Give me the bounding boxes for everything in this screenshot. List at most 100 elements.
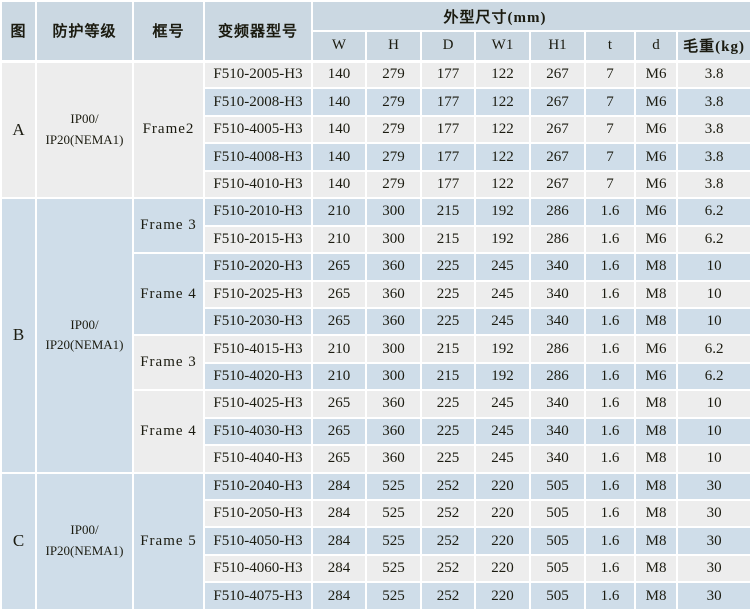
table-row: F510-4050-H3 284 525 252 220 505 1.6 M8 30 (1, 526, 750, 556)
dim-cell-t: 7 (584, 114, 636, 145)
weight-cell: 30 (676, 553, 750, 584)
dim-cell-h1: 340 (529, 306, 586, 337)
header-sub-w: W (311, 30, 367, 63)
dim-cell-w: 140 (311, 114, 367, 145)
figure-cell: A (0, 59, 37, 200)
header-sub-h: H (365, 30, 422, 63)
dim-cell-w1: 220 (474, 553, 531, 584)
dim-cell-d: 215 (420, 361, 476, 392)
table-row: F510-4075-H3 284 525 252 220 505 1.6 M8 30 (1, 581, 750, 611)
weight-cell: 3.8 (676, 87, 750, 117)
table-row: A IP00/ IP20(NEMA1) Frame2 F510-2005-H3 140 2… (0, 59, 750, 200)
dim-cell-screw-d: M8 (633, 471, 679, 502)
dim-cell-w: 265 (311, 389, 367, 419)
table-row: F510-2050-H3 284 525 252 220 505 1.6 M8 30 (1, 498, 750, 529)
model-cell: F510-2025-H3 (203, 279, 313, 309)
dim-cell-w: 284 (311, 581, 367, 611)
dim-cell-w1: 245 (474, 416, 531, 447)
model-cell: F510-4015-H3 (203, 334, 313, 364)
weight-cell: 30 (676, 581, 750, 611)
dim-cell-h1: 505 (529, 498, 586, 529)
dim-cell-h1: 505 (529, 526, 586, 556)
dim-cell-h: 279 (365, 142, 422, 172)
dim-cell-h: 360 (365, 306, 422, 337)
header-frame: 框号 (132, 0, 205, 63)
dim-cell-w1: 192 (474, 224, 531, 255)
dim-cell-screw-d: M6 (633, 114, 679, 145)
dim-cell-h1: 340 (529, 416, 586, 447)
dim-cell-screw-d: M6 (633, 142, 679, 172)
model-cell: F510-4020-H3 (203, 361, 313, 392)
dim-cell-w1: 245 (474, 252, 531, 282)
figure-cell: C (0, 471, 37, 611)
dim-cell-d: 225 (420, 252, 476, 282)
frame-cell: Frame 5 (132, 471, 205, 611)
dim-cell-t: 7 (584, 169, 636, 200)
header-sub-d: D (420, 30, 476, 63)
dim-cell-w: 265 (311, 444, 367, 474)
dim-cell-w: 284 (311, 526, 367, 556)
header-sub-w1: W1 (474, 30, 531, 63)
dim-cell-screw-d: M8 (633, 416, 679, 447)
table-row: F510-4040-H3 265 360 225 245 340 1.6 M8 10 (1, 444, 750, 474)
table-row: Frame 4 F510-2020-H3 265 360 225 245 340 1.6 M8 1… (1, 252, 750, 337)
protection-cell: IP00/ IP20(NEMA1) (35, 471, 134, 611)
table-body: A IP00/ IP20(NEMA1) Frame2 F510-2005-H3 140 2… (0, 59, 750, 611)
dim-cell-screw-d: M6 (633, 224, 679, 255)
weight-cell: 10 (676, 306, 750, 337)
dim-cell-h: 300 (365, 224, 422, 255)
dim-cell-h: 300 (365, 334, 422, 364)
dim-cell-w1: 192 (474, 334, 531, 364)
dim-cell-h1: 340 (529, 252, 586, 282)
table-row: F510-2030-H3 265 360 225 245 340 1.6 M8 10 (1, 306, 750, 337)
model-cell: F510-4008-H3 (203, 142, 313, 172)
dim-cell-d: 225 (420, 389, 476, 419)
model-cell: F510-2010-H3 (203, 197, 313, 227)
dim-cell-h: 300 (365, 197, 422, 227)
dim-cell-h1: 340 (529, 444, 586, 474)
dim-cell-w1: 220 (474, 526, 531, 556)
dim-cell-t: 7 (584, 87, 636, 117)
weight-cell: 6.2 (676, 224, 750, 255)
dim-cell-d: 215 (420, 334, 476, 364)
dim-cell-screw-d: M6 (633, 169, 679, 200)
dim-cell-h1: 340 (529, 279, 586, 309)
dim-cell-w: 140 (311, 87, 367, 117)
table-row: F510-2015-H3 210 300 215 192 286 1.6 M6 6.2 (1, 224, 750, 255)
table-row: F510-4020-H3 210 300 215 192 286 1.6 M6 6.2 (1, 361, 750, 392)
dim-cell-d: 225 (420, 416, 476, 447)
dim-cell-w1: 220 (474, 498, 531, 529)
dim-cell-h1: 505 (529, 581, 586, 611)
dim-cell-screw-d: M8 (633, 306, 679, 337)
header-sub-screw-d: d (633, 30, 679, 63)
model-cell: F510-4005-H3 (203, 114, 313, 145)
dim-cell-d: 225 (420, 444, 476, 474)
dim-cell-h: 525 (365, 581, 422, 611)
dim-cell-h: 525 (365, 526, 422, 556)
model-cell: F510-2050-H3 (203, 498, 313, 529)
dim-cell-t: 1.6 (584, 306, 636, 337)
dim-cell-d: 252 (420, 526, 476, 556)
table-row: C IP00/ IP20(NEMA1) Frame 5 F510-2040-H3 284… (0, 471, 750, 611)
weight-cell: 3.8 (676, 169, 750, 200)
dim-cell-screw-d: M8 (633, 553, 679, 584)
dim-cell-t: 1.6 (584, 361, 636, 392)
dim-cell-w: 284 (311, 553, 367, 584)
protection-cell: IP00/ IP20(NEMA1) (35, 197, 134, 474)
dim-cell-screw-d: M8 (633, 389, 679, 419)
dim-cell-h: 525 (365, 553, 422, 584)
dim-cell-t: 7 (584, 142, 636, 172)
model-cell: F510-2040-H3 (203, 471, 313, 502)
dim-cell-h1: 286 (529, 197, 586, 227)
dim-cell-w1: 245 (474, 306, 531, 337)
model-cell: F510-4050-H3 (203, 526, 313, 556)
weight-cell: 3.8 (676, 59, 750, 90)
weight-cell: 6.2 (676, 197, 750, 227)
table-row: F510-4030-H3 265 360 225 245 340 1.6 M8 10 (1, 416, 750, 447)
dim-cell-d: 252 (420, 581, 476, 611)
header-protection: 防护等级 (35, 0, 134, 63)
dim-cell-t: 1.6 (584, 526, 636, 556)
dim-cell-w1: 122 (474, 59, 531, 90)
dim-cell-h1: 286 (529, 334, 586, 364)
weight-cell: 10 (676, 444, 750, 474)
